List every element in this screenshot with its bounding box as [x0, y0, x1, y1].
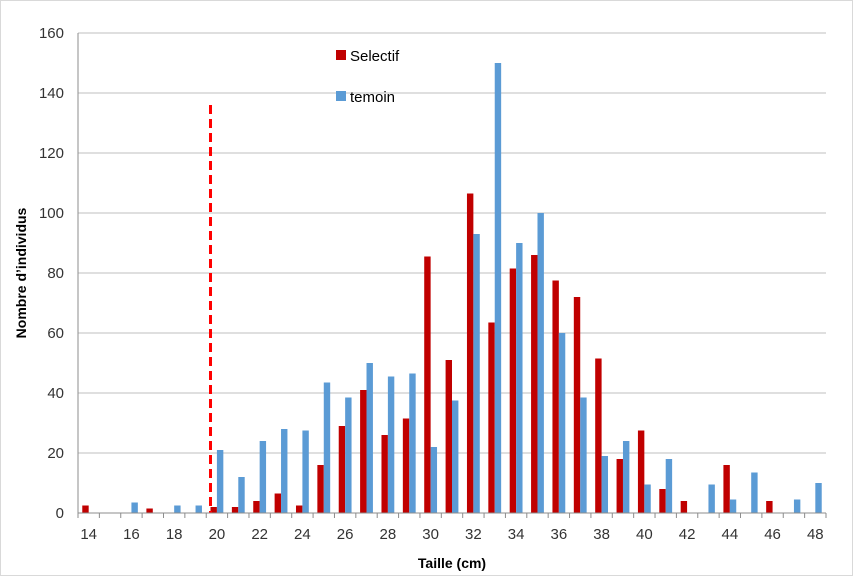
bar-selectif [488, 322, 495, 513]
x-tick-label: 28 [380, 526, 397, 543]
bar-temoin [302, 430, 309, 513]
x-tick-label: 30 [422, 526, 439, 543]
bar-temoin [644, 484, 651, 513]
x-tick-label: 42 [679, 526, 696, 543]
bar-temoin [195, 505, 202, 513]
bar-temoin [131, 502, 138, 513]
y-tick-label: 140 [39, 85, 64, 102]
bar-temoin [537, 213, 544, 513]
y-tick-label: 160 [39, 25, 64, 42]
bar-selectif [381, 435, 388, 513]
bar-temoin [452, 400, 459, 513]
bar-selectif [82, 505, 89, 513]
bar-selectif [573, 297, 581, 513]
x-tick-label: 32 [465, 526, 482, 543]
bar-selectif [402, 418, 410, 513]
bar-temoin [345, 397, 352, 513]
x-tick-label: 24 [294, 526, 311, 543]
bar-selectif [637, 430, 645, 513]
x-tick-label: 34 [508, 526, 525, 543]
bar-selectif [723, 465, 730, 513]
bars [82, 63, 822, 513]
bar-selectif [210, 507, 217, 513]
y-tick-label: 20 [47, 445, 64, 462]
bar-temoin [729, 499, 737, 513]
legend-swatch-selectif [336, 50, 346, 60]
bar-temoin [238, 477, 245, 513]
bar-temoin [601, 456, 609, 513]
bar-temoin [494, 63, 502, 513]
y-axis-title: Nombre d’individus [13, 207, 29, 338]
x-tick-label: 14 [80, 526, 97, 543]
y-tick-label: 120 [39, 145, 64, 162]
bar-selectif [552, 280, 559, 513]
bar-temoin [815, 483, 822, 513]
bar-selectif [659, 489, 666, 513]
y-tick-label: 60 [47, 325, 64, 342]
bar-temoin [665, 459, 673, 513]
axes [77, 33, 827, 518]
bar-temoin [366, 363, 373, 513]
x-tick-label: 46 [764, 526, 781, 543]
bar-temoin [793, 499, 801, 513]
x-axis-title: Taille (cm) [418, 555, 486, 571]
bar-selectif [616, 459, 623, 513]
x-tick-label: 48 [807, 526, 824, 543]
bar-selectif [445, 360, 452, 513]
bar-selectif [231, 507, 239, 513]
y-tick-labels: 0 20 40 60 80 100 120 140 160 [39, 25, 64, 522]
bar-selectif [317, 465, 324, 513]
x-tick-labels: 14 16 18 20 22 24 26 28 30 32 34 36 38 40 42 44 46 48 [80, 526, 823, 543]
x-tick-label: 38 [593, 526, 610, 543]
bar-temoin [387, 376, 395, 513]
legend-swatch-temoin [336, 91, 346, 101]
grid-lines [78, 32, 826, 454]
x-tick-label: 18 [166, 526, 183, 543]
legend-label-selectif: Selectif [350, 48, 400, 65]
bar-temoin [409, 373, 416, 513]
bar-temoin [580, 397, 587, 513]
bar-temoin [473, 234, 480, 513]
bar-temoin [174, 505, 181, 513]
bar-temoin [281, 429, 288, 513]
legend: Selectif temoin [336, 48, 400, 106]
bar-selectif [531, 255, 538, 513]
bar-selectif [253, 501, 260, 513]
x-tick-label: 16 [123, 526, 140, 543]
bar-selectif [595, 358, 602, 513]
bar-selectif [466, 193, 474, 513]
bar-temoin [708, 484, 715, 513]
bar-temoin [216, 450, 224, 513]
bar-temoin [259, 441, 267, 513]
x-tick-label: 40 [636, 526, 653, 543]
bar-temoin [622, 441, 630, 513]
bar-selectif [146, 508, 153, 513]
y-tick-label: 80 [47, 265, 64, 282]
bar-selectif [766, 501, 773, 513]
x-tick-label: 26 [337, 526, 354, 543]
bar-selectif [274, 493, 282, 513]
y-tick-label: 100 [39, 205, 64, 222]
bar-selectif [680, 501, 688, 513]
x-tick-label: 44 [721, 526, 738, 543]
bar-selectif [338, 426, 346, 513]
x-tick-label: 20 [209, 526, 226, 543]
y-tick-label: 40 [47, 385, 64, 402]
bar-selectif [424, 256, 431, 513]
bar-selectif [295, 505, 303, 513]
bar-temoin [558, 333, 566, 513]
x-tick-label: 22 [251, 526, 268, 543]
bar-temoin [516, 243, 523, 513]
bar-temoin [323, 382, 331, 513]
legend-label-temoin: temoin [350, 89, 395, 106]
bar-temoin [751, 472, 758, 513]
x-tick-label: 36 [551, 526, 568, 543]
bar-selectif [360, 390, 367, 513]
y-tick-label: 0 [56, 505, 64, 522]
bar-selectif [509, 268, 517, 513]
bar-temoin [430, 447, 438, 513]
